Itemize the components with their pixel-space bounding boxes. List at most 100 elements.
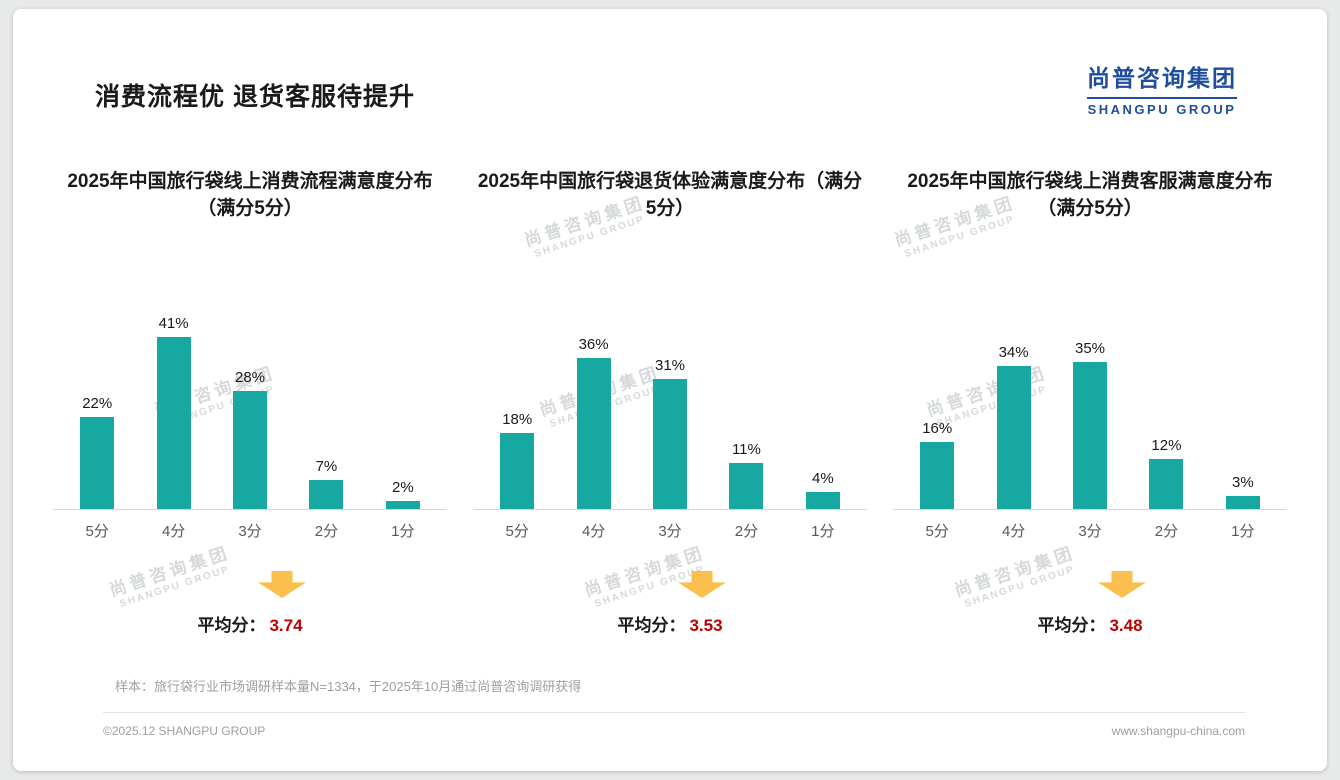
bar-column: 11% bbox=[708, 441, 784, 509]
bar-value-label: 7% bbox=[315, 457, 338, 475]
average-value: 3.74 bbox=[269, 616, 303, 635]
bar bbox=[1073, 362, 1108, 509]
bar-column: 4% bbox=[785, 470, 861, 509]
bar-column: 3% bbox=[1205, 474, 1281, 509]
bar-column: 31% bbox=[632, 357, 708, 509]
category-label: 1分 bbox=[391, 523, 415, 540]
axis-baseline bbox=[53, 509, 447, 510]
category-label: 1分 bbox=[1231, 523, 1255, 540]
category-label: 2分 bbox=[1154, 523, 1179, 540]
bar-plot: 18% 36% 31% 11% 4% 5分 4分 3分 2分 1分 bbox=[469, 297, 871, 541]
chart-title: 2025年中国旅行袋线上消费客服满意度分布（满分5分） bbox=[907, 171, 1273, 219]
bar-value-label: 4% bbox=[811, 470, 834, 488]
bar bbox=[805, 492, 840, 509]
logo-english-text: SHANGPU GROUP bbox=[1087, 102, 1237, 117]
bar-value-label: 28% bbox=[235, 369, 266, 387]
average-value: 3.48 bbox=[1109, 616, 1143, 635]
bar-value-label: 16% bbox=[922, 419, 953, 437]
bar bbox=[653, 378, 688, 509]
bar bbox=[729, 462, 764, 509]
category-label: 5分 bbox=[505, 523, 529, 540]
average-line: 平均分： 3.74 bbox=[49, 611, 451, 636]
bar bbox=[156, 336, 191, 509]
bar-column: 36% bbox=[555, 336, 631, 509]
category-label: 4分 bbox=[161, 523, 186, 540]
axis-baseline bbox=[473, 509, 867, 510]
sample-footnote: 样本：旅行袋行业市场调研样本量N=1334，于2025年10月通过尚普咨询调研获… bbox=[115, 679, 582, 694]
category-label: 1分 bbox=[811, 523, 835, 540]
bar-column: 34% bbox=[975, 344, 1051, 509]
bar-column: 18% bbox=[479, 411, 555, 509]
bar-value-label: 22% bbox=[82, 394, 113, 412]
bar-value-label: 31% bbox=[655, 356, 686, 374]
bar-plot: 16% 34% 35% 12% 3% 5分 4分 3分 2分 1分 bbox=[889, 297, 1291, 541]
bar-column: 41% bbox=[135, 315, 211, 509]
average-label: 平均分： bbox=[197, 616, 266, 635]
chart-title: 2025年中国旅行袋退货体验满意度分布（满分5分） bbox=[477, 171, 863, 219]
bar-column: 28% bbox=[212, 369, 288, 509]
bar-value-label: 3% bbox=[1231, 474, 1254, 492]
bar-value-label: 41% bbox=[158, 314, 189, 332]
footer-website: www.shangpu-china.com bbox=[1111, 724, 1245, 738]
category-label: 3分 bbox=[238, 523, 262, 540]
average-label: 平均分： bbox=[617, 616, 686, 635]
bars-area: 16% 34% 35% 12% 3% bbox=[889, 297, 1291, 509]
bar bbox=[500, 433, 535, 509]
bar-value-label: 18% bbox=[502, 411, 533, 429]
category-label: 5分 bbox=[85, 523, 109, 540]
category-label: 4分 bbox=[1001, 523, 1026, 540]
company-logo: 尚普咨询集团 SHANGPU GROUP bbox=[1087, 59, 1237, 117]
average-label: 平均分： bbox=[1037, 616, 1106, 635]
charts-row: 2025年中国旅行袋线上消费流程满意度分布（满分5分） 22% 41% 28% 7% 2… bbox=[49, 169, 1291, 636]
down-arrow-icon bbox=[258, 571, 306, 598]
bar-value-label: 2% bbox=[391, 478, 414, 496]
bar bbox=[80, 416, 115, 509]
category-label: 3分 bbox=[1078, 523, 1102, 540]
bar-value-label: 35% bbox=[1075, 340, 1106, 357]
bar-value-label: 11% bbox=[731, 440, 761, 458]
logo-chinese-text: 尚普咨询集团 bbox=[1087, 59, 1237, 99]
category-label: 3分 bbox=[658, 523, 682, 540]
bar bbox=[385, 500, 420, 509]
bar bbox=[996, 366, 1031, 509]
bars-area: 18% 36% 31% 11% 4% bbox=[469, 297, 871, 509]
chart-title: 2025年中国旅行袋线上消费流程满意度分布（满分5分） bbox=[67, 171, 433, 219]
bar-value-label: 12% bbox=[1151, 436, 1182, 454]
category-label: 2分 bbox=[734, 523, 759, 540]
bar-column: 16% bbox=[899, 420, 975, 509]
bar-column: 7% bbox=[288, 458, 364, 509]
category-axis: 5分 4分 3分 2分 1分 bbox=[49, 520, 451, 541]
bar-value-label: 36% bbox=[578, 335, 609, 353]
chart-block-process: 2025年中国旅行袋线上消费流程满意度分布（满分5分） 22% 41% 28% 7% 2… bbox=[49, 169, 451, 636]
chart-block-service: 2025年中国旅行袋线上消费客服满意度分布（满分5分） 16% 34% 35% 12%… bbox=[889, 169, 1291, 636]
bar bbox=[233, 391, 268, 509]
bar-column: 35% bbox=[1052, 340, 1128, 509]
slide-card: 消费流程优 退货客服待提升 尚普咨询集团 SHANGPU GROUP 2025年… bbox=[13, 9, 1327, 771]
axis-baseline bbox=[893, 509, 1287, 510]
category-axis: 5分 4分 3分 2分 1分 bbox=[469, 520, 871, 541]
category-label: 2分 bbox=[314, 523, 339, 540]
bars-area: 22% 41% 28% 7% 2% bbox=[49, 297, 451, 509]
page-title: 消费流程优 退货客服待提升 bbox=[95, 83, 415, 111]
category-axis: 5分 4分 3分 2分 1分 bbox=[889, 520, 1291, 541]
footer: ©2025.12 SHANGPU GROUP www.shangpu-china… bbox=[103, 712, 1245, 738]
average-line: 平均分： 3.53 bbox=[469, 611, 871, 636]
bar-value-label: 34% bbox=[998, 344, 1029, 362]
average-value: 3.53 bbox=[689, 616, 723, 635]
average-line: 平均分： 3.48 bbox=[889, 611, 1291, 636]
bar-column: 2% bbox=[365, 479, 441, 509]
down-arrow-icon bbox=[1098, 571, 1146, 598]
bar-column: 12% bbox=[1128, 437, 1204, 509]
chart-block-return: 2025年中国旅行袋退货体验满意度分布（满分5分） 18% 36% 31% 11% 4%… bbox=[469, 169, 871, 636]
down-arrow-icon bbox=[678, 571, 726, 598]
bar-column: 22% bbox=[59, 395, 135, 509]
bar bbox=[1149, 458, 1184, 509]
bar bbox=[576, 357, 611, 509]
bar bbox=[309, 479, 344, 509]
bar-plot: 22% 41% 28% 7% 2% 5分 4分 3分 2分 1分 bbox=[49, 297, 451, 541]
bar bbox=[1225, 496, 1260, 509]
footer-copyright: ©2025.12 SHANGPU GROUP bbox=[103, 724, 266, 738]
bar bbox=[920, 441, 955, 509]
category-label: 4分 bbox=[581, 523, 606, 540]
category-label: 5分 bbox=[925, 523, 949, 540]
